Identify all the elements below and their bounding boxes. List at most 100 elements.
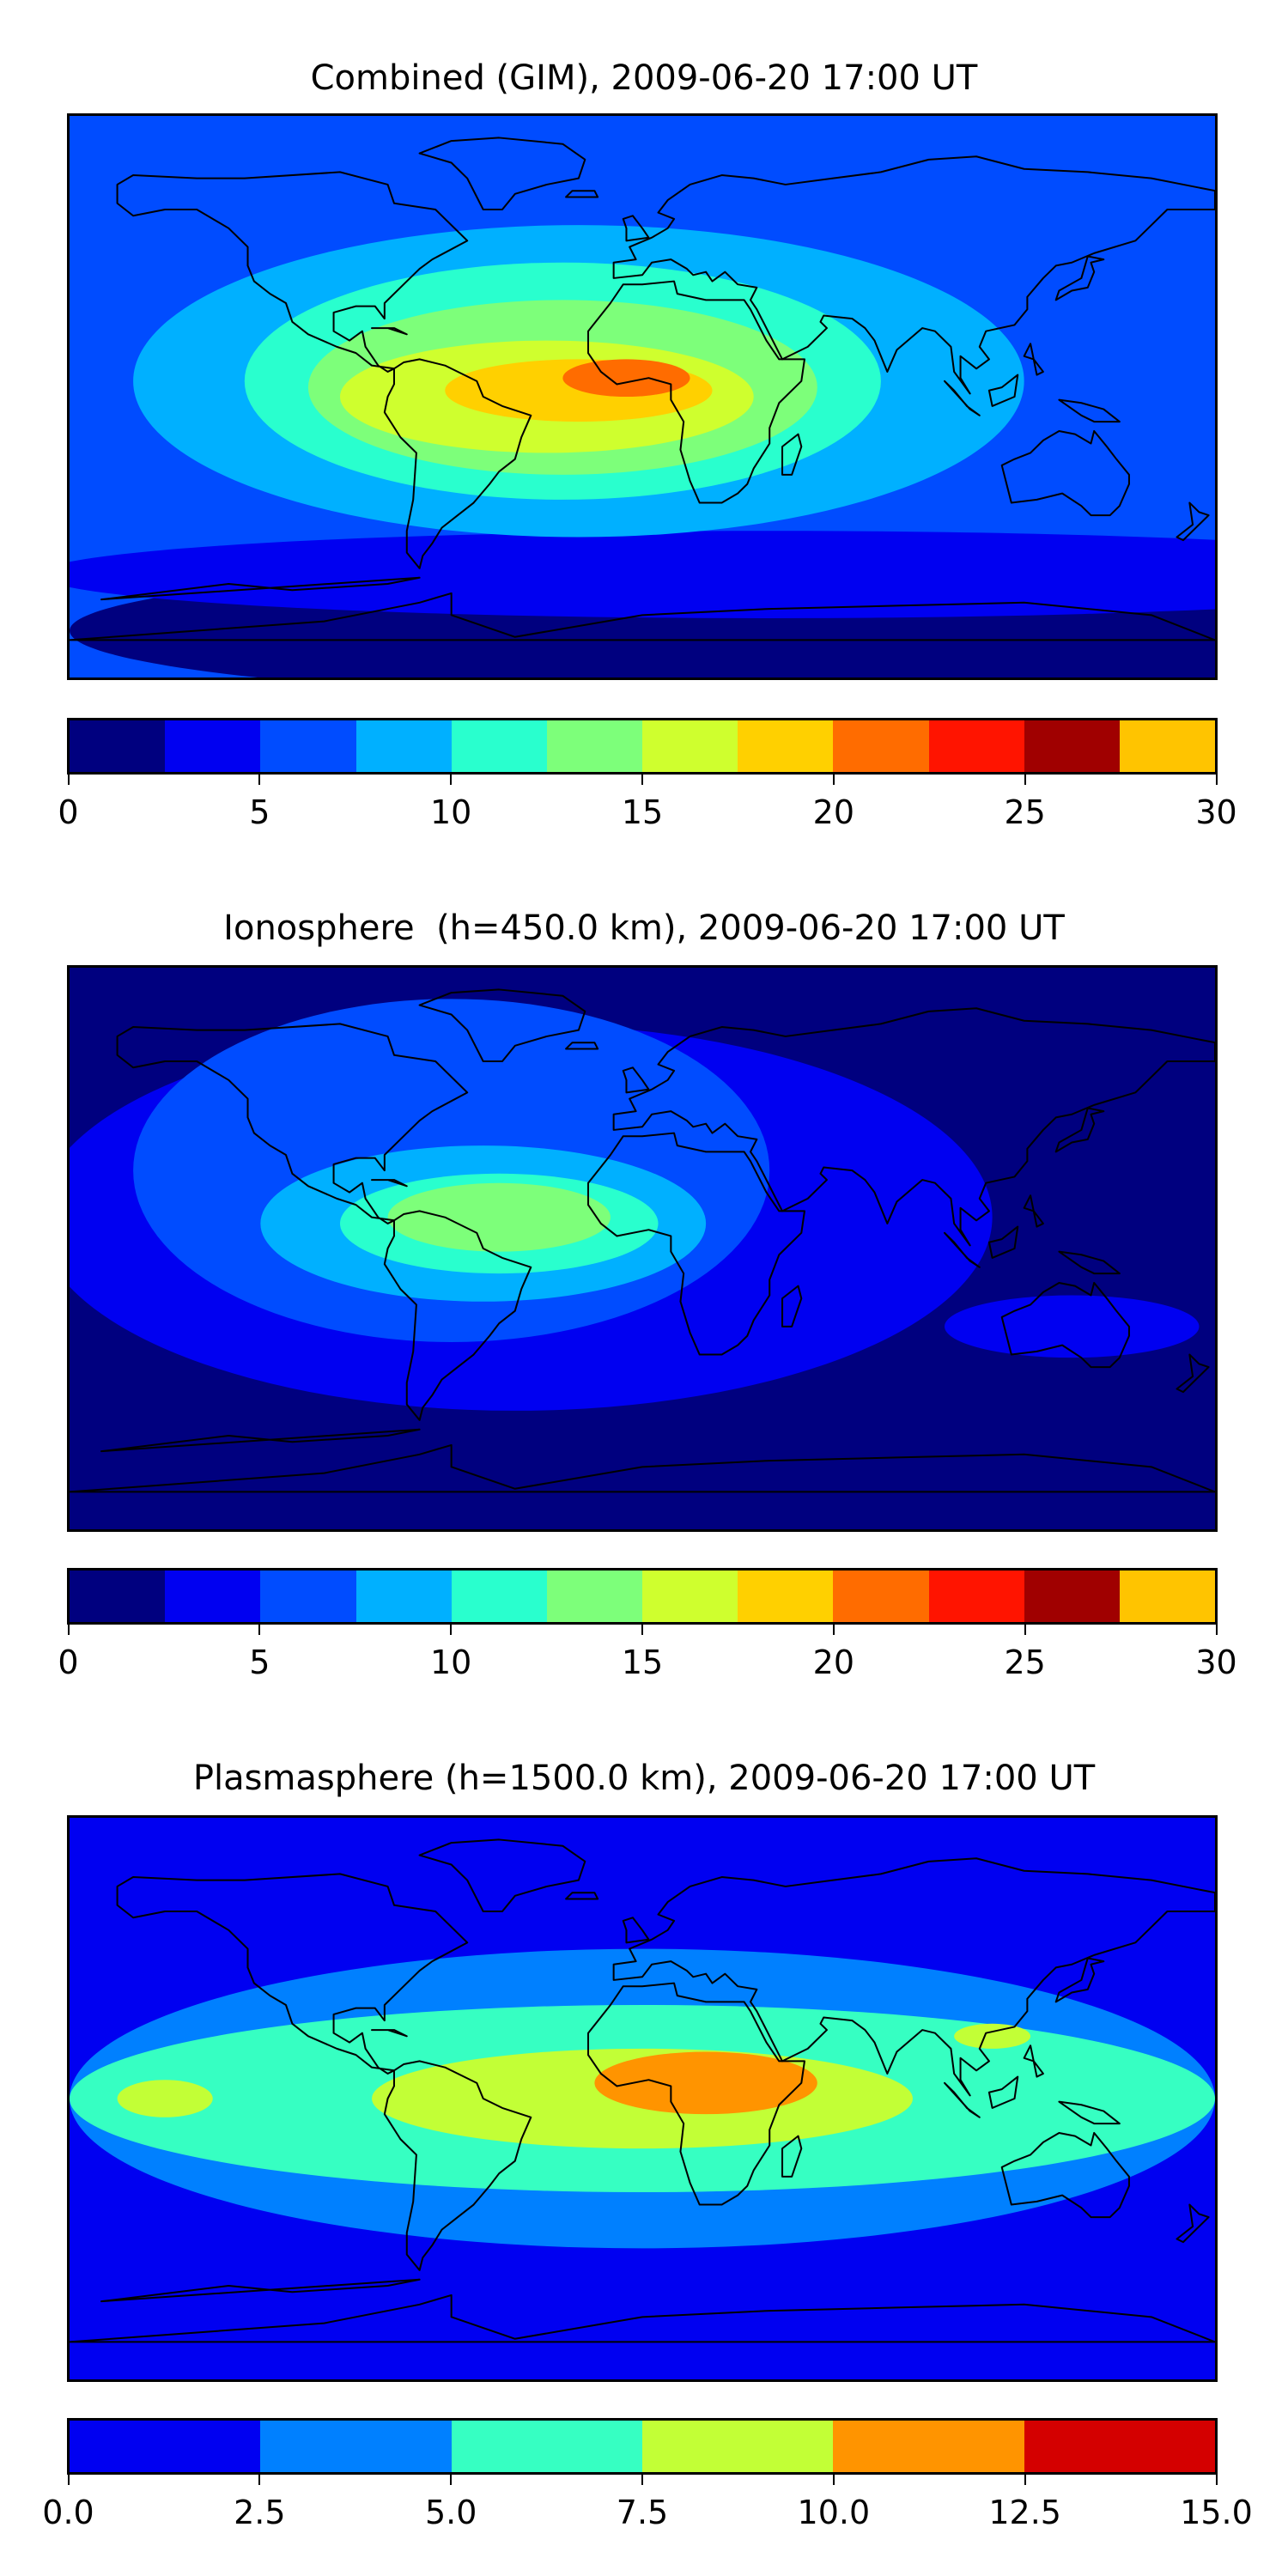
map-ionosphere <box>67 965 1218 1532</box>
coastline <box>1058 2100 1121 2125</box>
coastline <box>586 280 806 504</box>
colorbar-tick <box>450 1625 453 1635</box>
coastline <box>1176 1353 1210 1394</box>
coastline <box>116 171 469 373</box>
colorbar-segment <box>642 720 738 772</box>
coastline <box>944 380 981 416</box>
colorbar-segment <box>1024 1571 1120 1622</box>
coastline <box>622 1917 650 1944</box>
tec-map-ionosphere <box>70 968 1215 1529</box>
colorbar-segment <box>928 720 1024 772</box>
colorbar-tick <box>641 2475 643 2485</box>
colorbar-segment <box>70 720 166 772</box>
coastline <box>1054 1107 1105 1153</box>
coastline <box>612 1857 1215 2097</box>
coastline <box>586 1982 806 2206</box>
colorbar-tick-label: 10 <box>429 793 472 831</box>
colorbar-plasmasphere <box>67 2418 1218 2475</box>
coastline <box>1058 398 1121 423</box>
colorbar-segment <box>355 1571 452 1622</box>
colorbar-tick <box>641 775 643 785</box>
colorbar-segment <box>738 1571 834 1622</box>
coastline <box>1176 501 1210 542</box>
colorbar-tick-label: 5.0 <box>424 2494 477 2531</box>
colorbar-tick-label: 20 <box>812 1643 855 1681</box>
colorbar-tick-label: 20 <box>812 793 855 831</box>
colorbar-combined <box>67 718 1218 775</box>
colorbar-tick-label: 12.5 <box>988 2494 1061 2531</box>
coastline <box>1023 343 1044 376</box>
colorbar-tick <box>1024 775 1026 785</box>
coastline <box>1000 2131 1130 2219</box>
colorbar-tick <box>258 1625 261 1635</box>
coastline <box>383 358 532 569</box>
colorbar-segment <box>641 2421 834 2472</box>
colorbar-tick <box>832 2475 835 2485</box>
coastline <box>565 190 599 198</box>
colorbar-tick <box>1215 1625 1218 1635</box>
coastline <box>1023 2044 1044 2078</box>
colorbar-tick <box>258 2475 261 2485</box>
coastline <box>383 1210 532 1421</box>
colorbar-segment <box>260 720 356 772</box>
colorbar-tick <box>450 775 453 785</box>
colorbar-tick-label: 25 <box>1004 1643 1046 1681</box>
colorbar-tick <box>1215 775 1218 785</box>
tec-map-combined <box>70 116 1215 677</box>
colorbar-tick-label: 0.0 <box>42 2494 94 2531</box>
colorbar-segment <box>165 1571 261 1622</box>
coastline <box>70 2293 1215 2343</box>
tec-contour-12.5-15 <box>387 1182 611 1252</box>
colorbar-tick-label: 5 <box>249 793 270 831</box>
colorbar-segment <box>1119 1571 1216 1622</box>
coastline <box>944 2081 981 2118</box>
coastline <box>781 1285 803 1327</box>
colorbar-tick-label: 15 <box>621 793 664 831</box>
coastline <box>100 1428 421 1453</box>
colorbar-segment <box>70 1571 166 1622</box>
colorbar-tick <box>258 775 261 785</box>
coastline <box>612 155 1215 395</box>
coastline <box>1054 255 1105 301</box>
coastline <box>565 1892 599 1900</box>
panel-title-combined: Combined (GIM), 2009-06-20 17:00 UT <box>310 58 978 98</box>
coastline <box>116 1023 469 1224</box>
coastline <box>70 592 1215 641</box>
colorbar-tick-label: 25 <box>1004 793 1046 831</box>
coastline <box>371 327 408 336</box>
tec-contour-20-22.5 <box>562 359 690 397</box>
panel-title-plasmasphere: Plasmasphere (h=1500.0 km), 2009-06-20 1… <box>192 1759 1096 1798</box>
colorbar-tick <box>1024 2475 1026 2485</box>
colorbar-segment <box>1119 720 1216 772</box>
colorbar-tick-label: 15.0 <box>1180 2494 1253 2531</box>
coastline <box>418 137 586 210</box>
colorbar-tick <box>641 1625 643 1635</box>
colorbar-tick-label: 30 <box>1195 793 1237 831</box>
colorbar-tick <box>1215 2475 1218 2485</box>
coastline <box>781 433 803 476</box>
coastline <box>1176 2203 1210 2244</box>
panel-title-ionosphere: Ionosphere (h=450.0 km), 2009-06-20 17:0… <box>223 908 1065 948</box>
coastline <box>987 1225 1019 1259</box>
tec-contour-2.5-5 <box>945 1295 1200 1358</box>
colorbar-ticks-plasmasphere: 0.0 2.5 5.0 7.5 10.0 12.5 15.0 <box>42 2475 1253 2531</box>
colorbar-tick-label: 0 <box>58 1643 79 1681</box>
coastline <box>565 1042 599 1050</box>
colorbar-segment <box>451 2421 642 2472</box>
colorbar-segment <box>260 1571 356 1622</box>
coastline <box>622 215 650 242</box>
colorbar-segment <box>738 720 834 772</box>
coastline <box>1000 429 1130 517</box>
coastline <box>612 1007 1215 1247</box>
colorbar-tick <box>1024 1625 1026 1635</box>
coastline <box>100 2278 421 2303</box>
coastline <box>781 2135 803 2178</box>
colorbar-tick <box>67 1625 70 1635</box>
colorbar-segment <box>260 2421 452 2472</box>
colorbar-tick <box>832 775 835 785</box>
coastline <box>371 1179 408 1188</box>
map-plasmasphere <box>67 1815 1218 2382</box>
colorbar-segment <box>833 720 929 772</box>
tec-contour-2.5-5 <box>70 531 1215 618</box>
colorbar-segment <box>546 720 643 772</box>
